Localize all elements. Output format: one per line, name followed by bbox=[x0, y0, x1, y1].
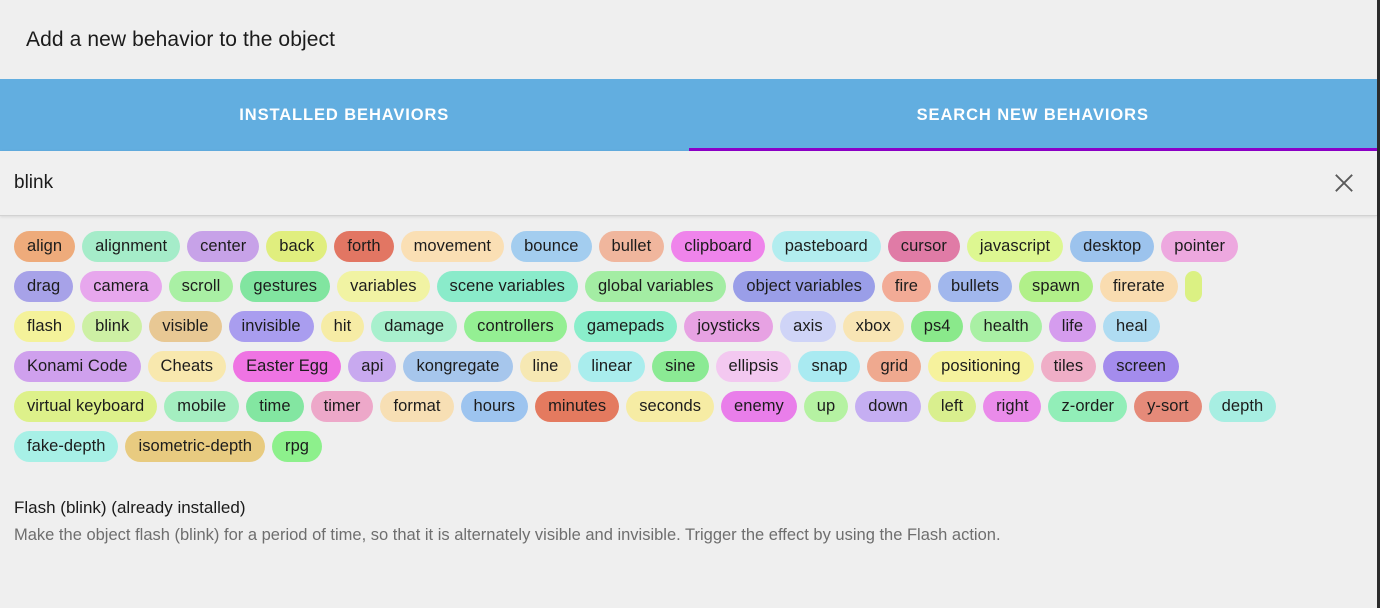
tag-chip-fake-depth[interactable]: fake-depth bbox=[14, 430, 119, 462]
tag-chip-bounce[interactable]: bounce bbox=[511, 230, 592, 262]
tag-chip-align[interactable]: align bbox=[14, 230, 76, 262]
tag-chip-row: align alignment center back forth movement bou… bbox=[8, 226, 1369, 266]
tag-chip-movement[interactable]: movement bbox=[400, 230, 505, 262]
tag-chip-virtual-keyboard[interactable]: virtual keyboard bbox=[14, 390, 158, 422]
tag-chip-positioning[interactable]: positioning bbox=[928, 350, 1034, 382]
tag-chip-damage[interactable]: damage bbox=[371, 310, 458, 342]
tag-chip-grid[interactable]: grid bbox=[867, 350, 922, 382]
tag-chip-api[interactable]: api bbox=[348, 350, 397, 382]
tag-chip-cloud: align alignment center back forth movement bou… bbox=[0, 216, 1377, 472]
tag-chip-gestures[interactable]: gestures bbox=[240, 270, 331, 302]
tag-chip-drag[interactable]: drag bbox=[14, 270, 74, 302]
tag-chip-bullets[interactable]: bullets bbox=[938, 270, 1013, 302]
tag-chip-depth[interactable]: depth bbox=[1208, 390, 1277, 422]
tag-chip-clipboard[interactable]: clipboard bbox=[671, 230, 765, 262]
tag-chip-blink[interactable]: blink bbox=[82, 310, 143, 342]
tag-chip-forth[interactable]: forth bbox=[334, 230, 394, 262]
tag-chip-scene-variables[interactable]: scene variables bbox=[436, 270, 578, 302]
tag-chip-life[interactable]: life bbox=[1048, 310, 1097, 342]
tag-chip-heal[interactable]: heal bbox=[1103, 310, 1161, 342]
tag-chip-pointer[interactable]: pointer bbox=[1161, 230, 1239, 262]
tag-chip-controllers[interactable]: controllers bbox=[464, 310, 567, 342]
search-results-list: Flash (blink) (already installed) Make th… bbox=[0, 472, 1377, 608]
tab-installed-behaviors[interactable]: INSTALLED BEHAVIORS bbox=[0, 79, 689, 151]
tag-chip-visible[interactable]: visible bbox=[149, 310, 222, 342]
search-input[interactable] bbox=[14, 172, 1329, 194]
tag-chip-y-sort[interactable]: y-sort bbox=[1134, 390, 1202, 422]
tag-chip-konami-code[interactable]: Konami Code bbox=[14, 350, 141, 382]
tag-chip-right[interactable]: right bbox=[983, 390, 1042, 422]
tag-chip-rpg[interactable]: rpg bbox=[272, 430, 323, 462]
tag-chip-xbox[interactable]: xbox bbox=[842, 310, 904, 342]
tag-chip-row: drag camera scroll gestures variables scene v… bbox=[8, 266, 1369, 306]
tag-chip-invisible[interactable]: invisible bbox=[228, 310, 314, 342]
tag-chip-scroll[interactable]: scroll bbox=[168, 270, 234, 302]
tag-chip-back[interactable]: back bbox=[266, 230, 328, 262]
tag-chip-cursor[interactable]: cursor bbox=[887, 230, 960, 262]
page-title: Add a new behavior to the object bbox=[26, 27, 336, 51]
tag-chip-hours[interactable]: hours bbox=[460, 390, 529, 422]
tag-chip-empty[interactable] bbox=[1184, 270, 1202, 302]
tag-chip-pasteboard[interactable]: pasteboard bbox=[771, 230, 881, 262]
tag-chip-snap[interactable]: snap bbox=[798, 350, 861, 382]
tag-chip-linear[interactable]: linear bbox=[578, 350, 646, 382]
tag-chip-enemy[interactable]: enemy bbox=[721, 390, 797, 422]
search-bar bbox=[0, 151, 1377, 216]
tag-chip-seconds[interactable]: seconds bbox=[626, 390, 715, 422]
result-title: Flash (blink) (already installed) bbox=[14, 498, 246, 517]
tag-chip-screen[interactable]: screen bbox=[1103, 350, 1180, 382]
tag-chip-ellipsis[interactable]: ellipsis bbox=[715, 350, 792, 382]
tag-chip-z-order[interactable]: z-order bbox=[1048, 390, 1128, 422]
tag-chip-joysticks[interactable]: joysticks bbox=[684, 310, 774, 342]
tag-chip-hit[interactable]: hit bbox=[320, 310, 365, 342]
tag-chip-center[interactable]: center bbox=[187, 230, 260, 262]
tag-chip-fire[interactable]: fire bbox=[881, 270, 931, 302]
tag-chip-spawn[interactable]: spawn bbox=[1019, 270, 1093, 302]
tag-chip-javascript[interactable]: javascript bbox=[966, 230, 1064, 262]
tag-chip-time[interactable]: time bbox=[246, 390, 304, 422]
tag-chip-easter-egg[interactable]: Easter Egg bbox=[233, 350, 342, 382]
tag-chip-mobile[interactable]: mobile bbox=[164, 390, 240, 422]
tag-chip-format[interactable]: format bbox=[380, 390, 454, 422]
tag-chip-row: fake-depth isometric-depth rpg bbox=[8, 426, 1369, 466]
tag-chip-ps4[interactable]: ps4 bbox=[910, 310, 964, 342]
tag-chip-left[interactable]: left bbox=[927, 390, 977, 422]
tag-chip-flash[interactable]: flash bbox=[14, 310, 76, 342]
search-result-item[interactable]: Flash (blink) (already installed) Make th… bbox=[14, 498, 1363, 546]
tag-chip-row: flash blink visible invisible hit damage contr… bbox=[8, 306, 1369, 346]
tag-chip-health[interactable]: health bbox=[970, 310, 1042, 342]
tag-chip-timer[interactable]: timer bbox=[310, 390, 374, 422]
tag-chip-camera[interactable]: camera bbox=[80, 270, 162, 302]
tag-chip-cheats[interactable]: Cheats bbox=[147, 350, 227, 382]
tab-label: SEARCH NEW BEHAVIORS bbox=[916, 105, 1149, 124]
tag-chip-isometric-depth[interactable]: isometric-depth bbox=[125, 430, 266, 462]
result-description: Make the object flash (blink) for a peri… bbox=[14, 526, 1001, 544]
tag-chip-variables[interactable]: variables bbox=[337, 270, 430, 302]
tag-chip-axis[interactable]: axis bbox=[780, 310, 836, 342]
tag-chip-bullet[interactable]: bullet bbox=[598, 230, 665, 262]
tag-chip-gamepads[interactable]: gamepads bbox=[573, 310, 678, 342]
tag-chip-object-variables[interactable]: object variables bbox=[733, 270, 875, 302]
tag-chip-up[interactable]: up bbox=[803, 390, 849, 422]
tag-chip-minutes[interactable]: minutes bbox=[535, 390, 620, 422]
tag-chip-tiles[interactable]: tiles bbox=[1040, 350, 1097, 382]
tag-chip-line[interactable]: line bbox=[519, 350, 572, 382]
close-icon[interactable] bbox=[1329, 168, 1359, 198]
tab-bar: INSTALLED BEHAVIORS SEARCH NEW BEHAVIORS bbox=[0, 79, 1377, 151]
tag-chip-row: virtual keyboard mobile time timer format hou… bbox=[8, 386, 1369, 426]
tag-chip-kongregate[interactable]: kongregate bbox=[403, 350, 513, 382]
tag-chip-sine[interactable]: sine bbox=[652, 350, 709, 382]
tag-chip-firerate[interactable]: firerate bbox=[1100, 270, 1178, 302]
tag-chip-global-variables[interactable]: global variables bbox=[584, 270, 727, 302]
tag-chip-down[interactable]: down bbox=[855, 390, 921, 422]
dialog-header: Add a new behavior to the object bbox=[0, 0, 1377, 79]
tab-search-new-behaviors[interactable]: SEARCH NEW BEHAVIORS bbox=[688, 79, 1378, 151]
tag-chip-alignment[interactable]: alignment bbox=[82, 230, 181, 262]
tag-chip-desktop[interactable]: desktop bbox=[1070, 230, 1155, 262]
tag-chip-row: Konami Code Cheats Easter Egg api kongregate… bbox=[8, 346, 1369, 386]
tab-label: INSTALLED BEHAVIORS bbox=[239, 105, 450, 124]
